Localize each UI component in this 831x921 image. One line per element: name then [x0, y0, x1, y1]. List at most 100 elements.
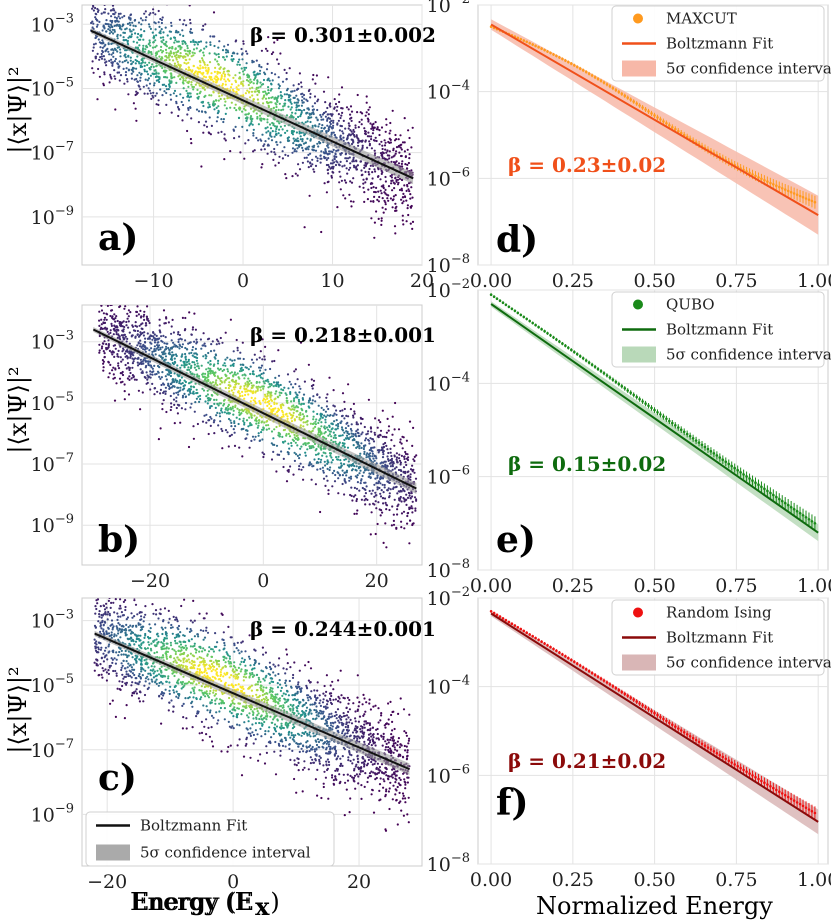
scatter-point: [113, 313, 116, 316]
scatter-point: [367, 398, 370, 401]
scatter-point: [152, 331, 155, 334]
scatter-point: [375, 186, 378, 189]
scatter-point: [139, 331, 142, 334]
scatter-point: [201, 66, 205, 69]
scatter-point: [335, 409, 338, 412]
scatter-point: [400, 520, 403, 523]
scatter-point: [408, 542, 411, 545]
scatter-point: [148, 82, 152, 85]
scatter-point: [255, 136, 258, 140]
scatter-point: [298, 453, 301, 456]
scatter-point: [151, 46, 155, 49]
scatter-point: [224, 331, 227, 334]
scatter-point: [136, 305, 139, 308]
scatter-point: [311, 422, 315, 426]
scatter-point: [343, 478, 346, 481]
scatter-point: [293, 89, 296, 92]
scatter-point: [295, 101, 298, 104]
scatter-point: [96, 23, 99, 26]
scatter-point: [389, 121, 392, 125]
scatter-point: [411, 500, 414, 503]
scatter-point: [252, 132, 255, 135]
scatter-point: [263, 148, 266, 151]
scatter-point: [124, 363, 127, 367]
scatter-point: [257, 139, 260, 142]
scatter-point: [382, 453, 385, 456]
scatter-point: [299, 115, 302, 118]
scatter-point: [367, 131, 370, 134]
scatter-point: [289, 392, 292, 395]
scatter-point: [327, 146, 330, 149]
scatter-point: [175, 81, 178, 84]
scatter-point: [222, 72, 225, 75]
scatter-point: [121, 370, 124, 374]
scatter-point: [122, 328, 125, 331]
scatter-point: [408, 420, 412, 423]
scatter-point: [376, 488, 379, 491]
scatter-point: [401, 196, 404, 199]
scatter-point: [172, 52, 175, 55]
scatter-point: [261, 438, 264, 441]
scatter-point: [245, 388, 248, 391]
scatter-point: [153, 364, 156, 367]
scatter-point: [197, 40, 201, 44]
scatter-point: [144, 337, 147, 340]
scatter-point: [101, 345, 104, 348]
scatter-point: [125, 59, 128, 62]
scatter-point: [385, 503, 388, 506]
scatter-point: [325, 426, 329, 429]
scatter-point: [135, 59, 139, 63]
scatter-point: [151, 31, 154, 34]
scatter-point: [347, 168, 351, 171]
scatter-point: [297, 163, 300, 166]
scatter-point: [113, 69, 116, 72]
scatter-point: [379, 495, 383, 498]
scatter-point: [242, 70, 245, 73]
scatter-point: [391, 468, 394, 471]
scatter-point: [304, 443, 307, 447]
scatter-point: [306, 423, 309, 426]
scatter-point: [267, 380, 270, 383]
scatter-point: [329, 162, 333, 165]
scatter-point: [384, 141, 387, 144]
scatter-point: [229, 106, 232, 109]
scatter-point: [127, 36, 130, 39]
scatter-point: [208, 94, 211, 97]
scatter-point: [304, 454, 307, 457]
scatter-point: [325, 455, 328, 458]
scatter-point: [296, 147, 299, 150]
scatter-point: [168, 47, 171, 50]
scatter-point: [141, 61, 144, 64]
scatter-point: [204, 76, 208, 79]
scatter-point: [186, 113, 189, 116]
scatter-point: [229, 86, 233, 89]
scatter-point: [232, 413, 235, 416]
scatter-point: [241, 390, 244, 393]
scatter-point: [325, 396, 328, 399]
scatter-point: [410, 186, 413, 189]
scatter-point: [266, 419, 269, 423]
scatter-point: [285, 393, 288, 396]
scatter-point: [287, 136, 290, 139]
scatter-point: [405, 189, 408, 192]
scatter-point: [237, 391, 240, 394]
scatter-point: [261, 338, 264, 341]
scatter-point: [381, 497, 385, 500]
scatter-point: [204, 120, 208, 123]
scatter-point: [173, 41, 176, 44]
scatter-point: [356, 136, 359, 140]
scatter-point: [367, 113, 370, 116]
scatter-point: [276, 143, 279, 146]
scatter-point: [162, 309, 166, 312]
scatter-point: [146, 46, 149, 49]
scatter-point: [336, 105, 339, 108]
scatter-point: [226, 78, 230, 81]
scatter-point: [229, 419, 232, 422]
scatter-point: [309, 138, 312, 141]
scatter-point: [246, 385, 249, 388]
scatter-point: [340, 107, 343, 110]
scatter-point: [238, 106, 241, 109]
scatter-point: [393, 225, 397, 228]
scatter-point: [373, 221, 376, 224]
scatter-point: [359, 160, 362, 163]
